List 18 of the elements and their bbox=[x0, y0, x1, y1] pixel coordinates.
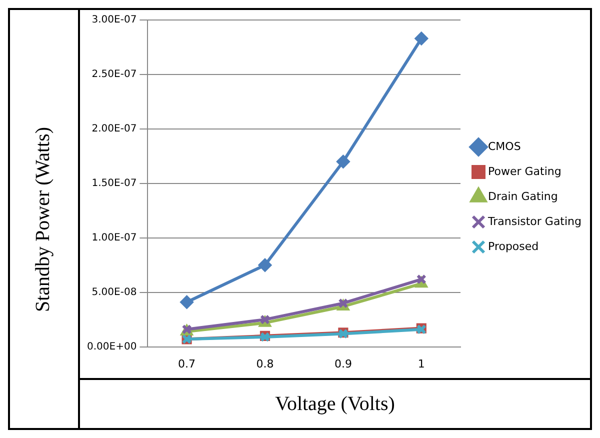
y-tick-label: 5.00E-08 bbox=[92, 286, 137, 298]
x-tick-label: 0.9 bbox=[334, 357, 352, 370]
legend-label: CMOS bbox=[488, 140, 521, 153]
y-tick-label: 1.00E-07 bbox=[92, 232, 137, 244]
x-axis-title: Voltage (Volts) bbox=[274, 392, 396, 416]
legend-label: Power Gating bbox=[488, 164, 562, 178]
y-tick-label: 3.00E-07 bbox=[92, 14, 137, 26]
y-axis-title: Standby Power (Watts) bbox=[32, 126, 56, 312]
y-tick-label: 0.00E+00 bbox=[87, 341, 137, 352]
x-tick-label: 0.7 bbox=[178, 357, 196, 370]
x-tick-label: 0.8 bbox=[256, 357, 274, 370]
y-tick-label: 1.50E-07 bbox=[92, 178, 137, 189]
y-tick-label: 2.50E-07 bbox=[92, 69, 137, 80]
x-tick-label: 1 bbox=[418, 357, 425, 370]
legend-label: Proposed bbox=[488, 240, 539, 253]
legend-label: Transistor Gating bbox=[487, 214, 582, 228]
y-tick-label: 2.00E-07 bbox=[92, 124, 137, 135]
legend-label: Drain Gating bbox=[488, 190, 558, 203]
